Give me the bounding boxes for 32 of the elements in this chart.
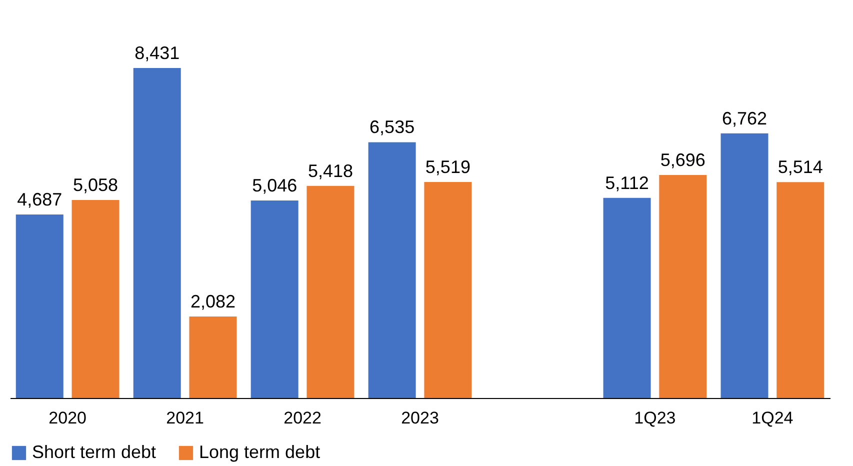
data-label: 5,418 xyxy=(308,160,353,181)
legend-label: Long term debt xyxy=(199,442,320,462)
bar xyxy=(306,186,354,398)
data-label: 5,046 xyxy=(252,175,298,196)
x-tick-label: 1Q23 xyxy=(634,408,676,428)
bar xyxy=(189,316,237,398)
bar xyxy=(72,200,120,398)
bar xyxy=(424,182,472,398)
x-tick-label: 2020 xyxy=(48,408,86,428)
data-label: 5,112 xyxy=(605,172,649,193)
bar xyxy=(776,182,824,398)
bar xyxy=(133,68,181,398)
bar xyxy=(603,198,651,398)
data-label: 6,535 xyxy=(370,117,415,138)
x-tick-label: 2021 xyxy=(166,408,204,428)
x-tick-label: 2022 xyxy=(284,408,322,428)
legend-label: Short term debt xyxy=(32,442,156,462)
bar xyxy=(16,214,64,398)
data-label: 8,431 xyxy=(134,43,180,63)
bar xyxy=(659,175,707,398)
data-label: 5,514 xyxy=(778,157,823,178)
bar xyxy=(720,133,768,398)
x-tick-label: 1Q24 xyxy=(752,408,794,428)
bar xyxy=(368,142,416,398)
data-label: 2,082 xyxy=(190,292,236,312)
bar xyxy=(250,200,298,398)
x-tick-label: 2023 xyxy=(401,408,439,428)
data-label: 6,762 xyxy=(722,108,768,128)
data-label: 5,696 xyxy=(660,150,706,170)
data-label: 4,687 xyxy=(17,190,62,210)
data-label: 5,058 xyxy=(72,175,118,196)
data-label: 5,519 xyxy=(425,156,470,177)
